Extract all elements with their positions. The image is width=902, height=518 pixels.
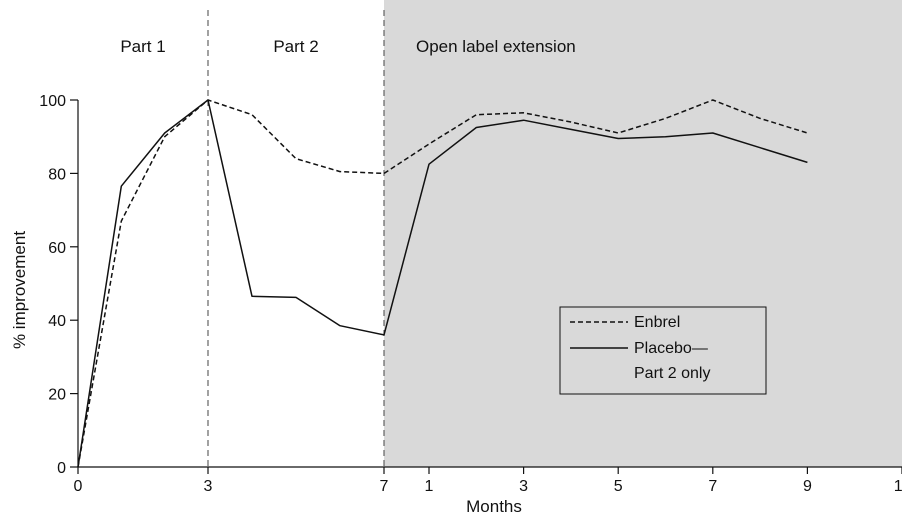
phase-dividers [207,10,385,467]
y-ticks: 0 20 40 60 80 100 [39,93,78,477]
shaded-regions [384,0,902,467]
y-tick-label: 60 [48,240,66,257]
x-tick-label: 11 [894,478,902,495]
x-ticks: 0 3 7 1 3 5 7 9 11 [74,467,902,495]
x-axis-label: Months [466,497,522,516]
series-line [77,99,808,468]
series-lines [77,99,808,468]
x-tick-label: 1 [425,478,434,495]
y-axis-label: % improvement [10,231,29,349]
shaded-region [384,0,902,467]
x-tick-label: 3 [519,478,528,495]
x-tick-label: 3 [204,478,213,495]
x-tick-label: 7 [708,478,717,495]
y-tick-label: 100 [39,93,66,110]
legend-label: Part 2 only [634,365,710,382]
legend-label: Placebo— [634,340,708,357]
legend-box [559,306,767,395]
phase-label: Part 2 [273,37,318,56]
phase-label: Part 1 [120,37,165,56]
legend: Enbrel Placebo— Part 2 only [559,306,767,395]
x-tick-label: 9 [803,478,812,495]
x-tick-label: 5 [614,478,623,495]
y-tick-label: 0 [57,460,66,477]
x-tick-label: 0 [74,478,83,495]
legend-label: Enbrel [634,314,680,331]
axes [77,100,902,468]
y-tick-label: 20 [48,387,66,404]
x-tick-label: 7 [380,478,389,495]
y-tick-label: 80 [48,166,66,183]
y-tick-label: 40 [48,313,66,330]
phase-label: Open label extension [416,37,576,56]
phase-labels: Part 1 Part 2 Open label extension [120,37,575,56]
